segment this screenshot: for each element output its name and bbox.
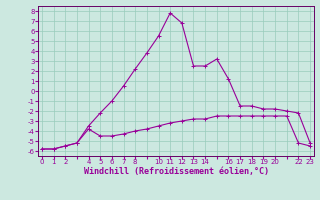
X-axis label: Windchill (Refroidissement éolien,°C): Windchill (Refroidissement éolien,°C) <box>84 167 268 176</box>
